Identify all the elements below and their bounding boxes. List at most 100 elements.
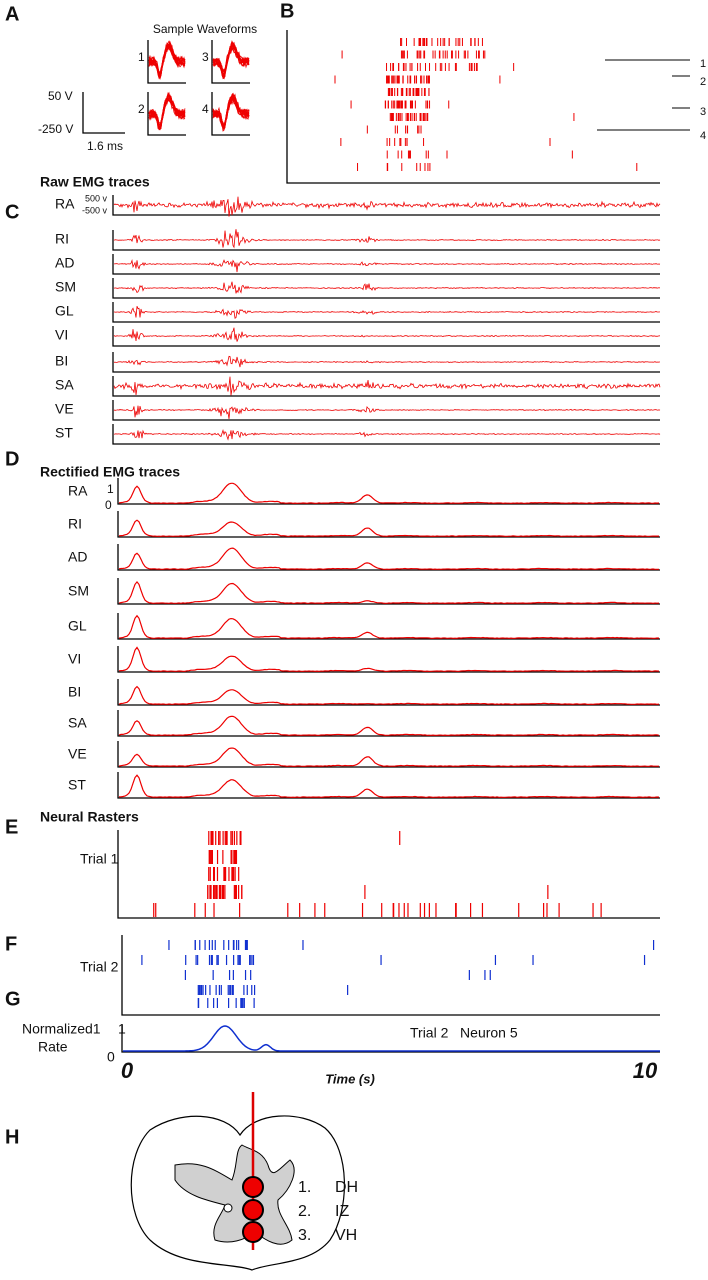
label: 0 — [107, 1049, 115, 1065]
label: GL — [55, 303, 74, 319]
label: -500 v — [82, 205, 108, 215]
trace-axis — [117, 772, 660, 799]
rectified-trace — [118, 580, 660, 604]
trace-axis — [112, 195, 660, 216]
grey-matter — [174, 1144, 295, 1245]
label: 2. — [298, 1203, 311, 1220]
waveform — [148, 45, 186, 74]
trace-axis — [112, 230, 660, 251]
emg-trace — [113, 355, 660, 368]
rectified-trace — [118, 715, 660, 736]
label: H — [5, 1126, 19, 1148]
waveform — [148, 91, 186, 128]
rectified-trace — [118, 685, 660, 705]
label: Sample Waveforms — [153, 22, 257, 36]
trace-axis — [117, 478, 660, 505]
label: Rectified EMG traces — [40, 464, 180, 480]
site — [242, 1199, 264, 1221]
site — [242, 1221, 264, 1243]
label: Trial 2 — [80, 959, 119, 975]
label: E — [5, 816, 18, 838]
raster-axes — [286, 30, 660, 184]
label: AD — [55, 255, 74, 271]
emg-trace — [114, 259, 661, 273]
site — [242, 1176, 264, 1198]
trace-axis — [117, 741, 660, 768]
label: AD — [68, 549, 87, 565]
rate-axes — [121, 1025, 660, 1053]
waveform — [212, 99, 250, 132]
label: VH — [335, 1227, 357, 1244]
label: 3 — [202, 50, 209, 64]
label: 1 — [700, 58, 706, 70]
label: Rate — [38, 1039, 68, 1055]
label: Trial 1 — [80, 851, 119, 867]
label: D — [5, 448, 19, 470]
waveform — [212, 97, 250, 130]
rectified-trace — [118, 547, 659, 570]
trace-axis — [112, 278, 660, 299]
label: VI — [68, 651, 81, 667]
label: C — [5, 201, 19, 223]
waveform-axes — [147, 40, 186, 84]
emg-trace — [113, 306, 661, 319]
scale-bar — [82, 92, 125, 134]
label: 500 v — [85, 193, 108, 203]
emg-trace — [114, 428, 661, 441]
trace-axis — [112, 400, 660, 421]
trace-axis — [117, 511, 660, 538]
emg-trace — [113, 229, 661, 249]
label: IZ — [335, 1203, 349, 1220]
label: G — [5, 988, 21, 1010]
label: VE — [55, 401, 74, 417]
trace-axis — [112, 376, 660, 397]
label: 10 — [633, 1058, 658, 1083]
label: BI — [68, 684, 81, 700]
waveform-axes — [211, 92, 250, 136]
emg-trace — [113, 196, 661, 217]
label: 3. — [298, 1227, 311, 1244]
rectified-trace — [118, 519, 659, 537]
trace-axis — [117, 613, 660, 640]
label: Trial 2 Neuron 5 — [410, 1025, 518, 1041]
central-canal — [223, 1203, 233, 1213]
label: 1 — [107, 482, 114, 496]
label: VE — [68, 746, 87, 762]
raster-axes — [121, 935, 660, 1016]
label: SA — [55, 377, 74, 393]
label: GL — [68, 618, 87, 634]
label: SM — [55, 279, 76, 295]
trace-axis — [112, 424, 660, 445]
waveform — [148, 99, 186, 131]
waveform — [212, 44, 250, 79]
label: BI — [55, 353, 68, 369]
waveform — [212, 94, 250, 129]
label: ST — [68, 777, 86, 793]
rate-curve — [123, 1025, 660, 1052]
emg-trace — [113, 327, 661, 342]
trace-axis — [117, 710, 660, 737]
label: 3 — [700, 106, 706, 118]
label: F — [5, 933, 17, 955]
label: A — [5, 3, 19, 25]
label: SA — [68, 715, 87, 731]
label: Normalized1 — [22, 1021, 101, 1037]
label: 2 — [138, 102, 145, 116]
label: 4 — [700, 130, 706, 142]
label: RI — [68, 516, 82, 532]
label: -250 V — [38, 122, 73, 136]
rectified-trace — [118, 747, 659, 767]
emg-trace — [113, 281, 661, 294]
rectified-trace — [118, 614, 660, 639]
label: 50 V — [48, 89, 73, 103]
waveform — [148, 46, 186, 78]
raster-axes — [117, 830, 660, 919]
rectified-trace — [118, 482, 660, 504]
label: RI — [55, 231, 69, 247]
rectified-trace — [119, 774, 660, 798]
label: ST — [55, 425, 73, 441]
trace-axis — [117, 679, 660, 706]
label: 2 — [700, 76, 706, 88]
label: 4 — [202, 102, 209, 116]
